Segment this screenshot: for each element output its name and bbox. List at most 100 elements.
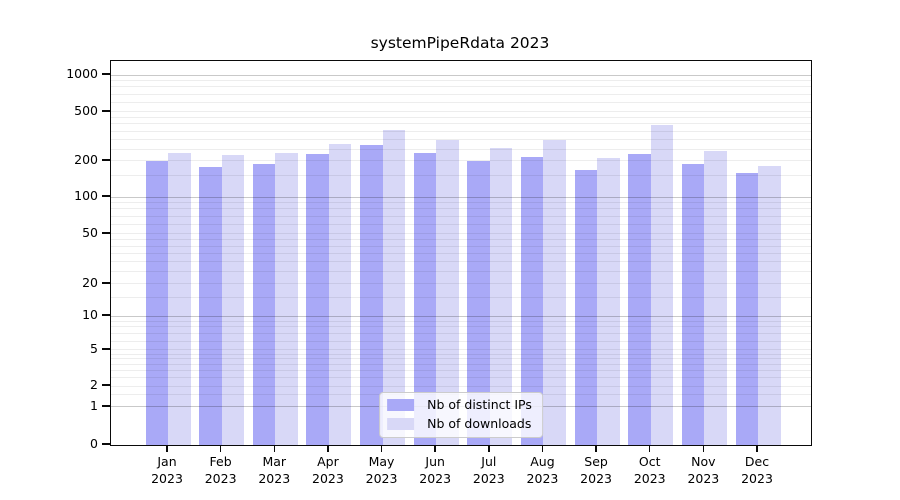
year-label: 2023 xyxy=(687,470,720,486)
x-tick-label-sep: Sep 2023 xyxy=(564,454,628,487)
month-label: Feb xyxy=(209,454,232,469)
x-tick-label-dec: Dec 2023 xyxy=(725,454,789,487)
month-label: May xyxy=(368,454,395,469)
x-tick-mark-may xyxy=(380,445,383,452)
x-tick-label-may: May 2023 xyxy=(350,454,414,487)
month-label: Mar xyxy=(262,454,287,469)
year-label: 2023 xyxy=(151,470,183,486)
year-label: 2023 xyxy=(419,470,452,486)
bar-jul-distinct-ips xyxy=(467,160,490,445)
legend-label-downloads: Nb of downloads xyxy=(427,416,532,431)
chart-title: systemPipeRdata 2023 xyxy=(370,34,550,52)
bar-jun-distinct-ips xyxy=(413,152,437,445)
y-tick-mark-200 xyxy=(102,159,110,161)
x-tick-mark-apr xyxy=(327,445,329,452)
month-label: Nov xyxy=(691,454,716,469)
year-label: 2023 xyxy=(204,470,237,486)
x-tick-label-mar: Mar 2023 xyxy=(242,454,306,487)
x-tick-label-jul: Jul 2023 xyxy=(457,454,521,487)
x-tick-label-feb: Feb 2023 xyxy=(189,454,253,487)
y-tick-mark-2 xyxy=(102,384,110,386)
bar-oct-downloads xyxy=(650,125,674,445)
year-label: 2023 xyxy=(633,470,666,486)
y-tick-mark-5 xyxy=(102,348,110,350)
month-label: Oct xyxy=(638,454,661,469)
bar-sep-downloads xyxy=(597,158,620,445)
y-tick-label-2: 2 xyxy=(90,377,98,393)
y-tick-mark-1000 xyxy=(102,73,110,75)
legend-item-downloads: Nb of downloads xyxy=(387,417,532,431)
bar-oct-distinct-ips xyxy=(628,153,651,445)
month-label: Jun xyxy=(425,454,445,469)
y-tick-label-1000: 1000 xyxy=(66,66,98,82)
year-label: 2023 xyxy=(472,470,505,486)
month-label: Jan xyxy=(157,454,177,469)
bar-jan-distinct-ips xyxy=(145,160,168,445)
y-tick-label-500: 500 xyxy=(74,102,98,118)
year-label: 2023 xyxy=(580,470,612,486)
x-tick-label-nov: Nov 2023 xyxy=(671,454,735,487)
year-label: 2023 xyxy=(526,470,559,486)
year-label: 2023 xyxy=(741,470,773,486)
bar-dec-downloads xyxy=(758,165,781,445)
month-label: Dec xyxy=(744,454,770,469)
y-tick-mark-0 xyxy=(102,443,110,445)
y-tick-label-10: 10 xyxy=(82,307,98,322)
x-tick-mark-jun xyxy=(434,445,436,452)
x-tick-mark-jul xyxy=(488,445,490,452)
y-tick-mark-1 xyxy=(102,405,110,407)
bar-nov-distinct-ips xyxy=(681,163,705,445)
x-tick-label-aug: Aug 2023 xyxy=(510,454,574,487)
y-tick-mark-100 xyxy=(102,195,110,197)
legend-label-distinct-ips: Nb of distinct IPs xyxy=(427,397,532,412)
bar-nov-downloads xyxy=(704,150,727,445)
y-tick-mark-500 xyxy=(102,110,110,112)
y-tick-mark-50 xyxy=(102,232,110,234)
bar-feb-downloads xyxy=(221,155,245,445)
month-label: Aug xyxy=(530,454,555,469)
legend: Nb of distinct IPs Nb of downloads xyxy=(379,392,543,438)
y-tick-mark-10 xyxy=(102,314,110,316)
bar-jun-downloads xyxy=(436,139,459,445)
year-label: 2023 xyxy=(258,470,291,486)
plot-area: Nb of distinct IPs Nb of downloads xyxy=(110,60,812,446)
legend-swatch-distinct-ips xyxy=(387,399,415,411)
x-tick-mark-nov xyxy=(702,445,705,452)
bar-may-downloads xyxy=(382,130,406,445)
y-tick-label-20: 20 xyxy=(82,274,98,290)
x-tick-label-jan: Jan 2023 xyxy=(135,454,199,487)
y-tick-label-1: 1 xyxy=(90,397,98,413)
y-tick-label-200: 200 xyxy=(74,151,98,167)
y-tick-label-100: 100 xyxy=(74,188,98,203)
x-tick-mark-feb xyxy=(219,445,222,452)
x-tick-mark-jan xyxy=(166,445,168,452)
bar-sep-distinct-ips xyxy=(574,170,598,445)
bar-aug-distinct-ips xyxy=(520,157,544,445)
y-tick-mark-20 xyxy=(102,282,110,284)
y-tick-label-5: 5 xyxy=(90,340,98,356)
y-tick-label-50: 50 xyxy=(82,224,98,240)
month-label: Jul xyxy=(481,454,497,469)
bar-feb-distinct-ips xyxy=(199,167,222,445)
legend-item-distinct-ips: Nb of distinct IPs xyxy=(387,398,532,412)
month-label: Sep xyxy=(584,454,608,469)
x-tick-mark-dec xyxy=(756,445,758,452)
bar-apr-distinct-ips xyxy=(306,153,329,445)
x-tick-label-apr: Apr 2023 xyxy=(296,454,360,487)
year-label: 2023 xyxy=(312,470,344,486)
bar-dec-distinct-ips xyxy=(735,172,758,445)
x-tick-mark-oct xyxy=(648,445,651,452)
x-tick-mark-mar xyxy=(273,445,276,452)
bar-aug-downloads xyxy=(543,140,566,445)
month-label: Apr xyxy=(317,454,339,469)
y-tick-label-0: 0 xyxy=(90,436,98,451)
bar-mar-downloads xyxy=(275,152,298,445)
bar-jan-downloads xyxy=(168,153,191,445)
x-tick-mark-sep xyxy=(595,445,597,452)
bar-may-distinct-ips xyxy=(360,144,383,445)
x-tick-mark-aug xyxy=(541,445,544,452)
bar-mar-distinct-ips xyxy=(252,163,276,445)
year-label: 2023 xyxy=(365,470,398,486)
x-tick-label-jun: Jun 2023 xyxy=(403,454,467,487)
